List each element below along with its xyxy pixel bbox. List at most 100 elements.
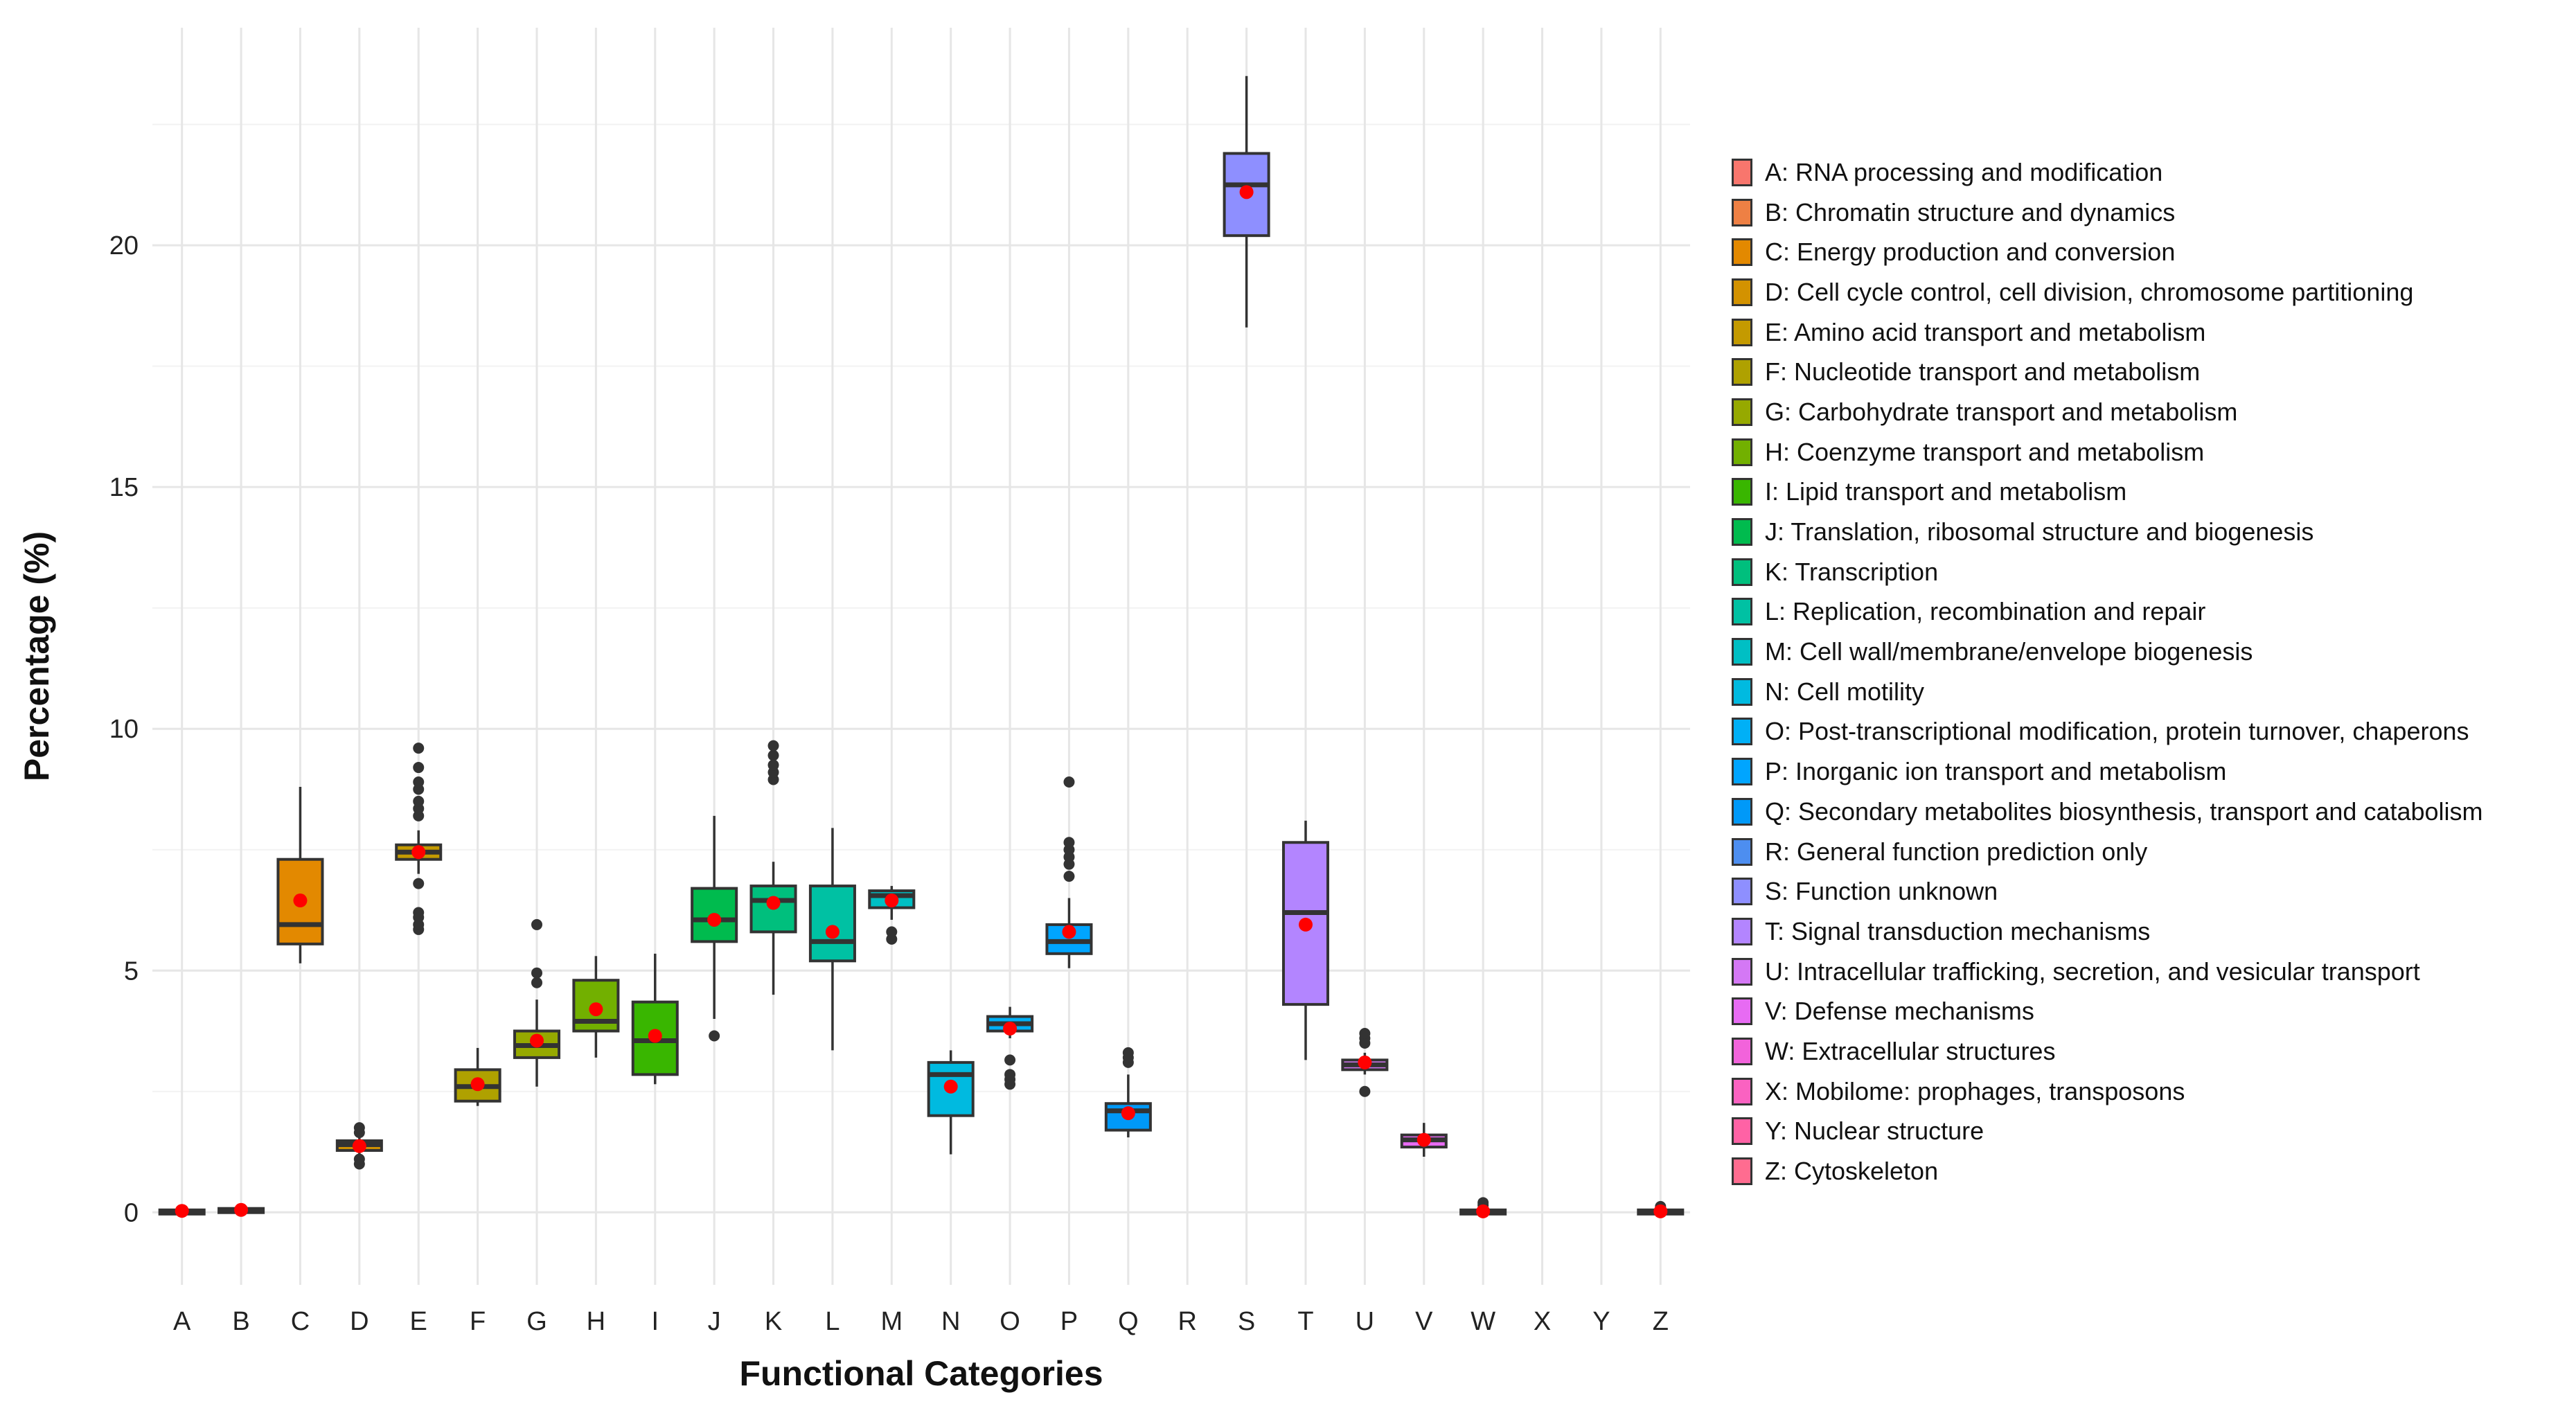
legend-item: T: Signal transduction mechanisms [1732, 912, 2483, 952]
outlier-point [767, 759, 779, 771]
mean-point [943, 1079, 958, 1094]
outlier-point [413, 795, 425, 807]
mean-point [530, 1033, 544, 1048]
legend-label: S: Function unknown [1765, 877, 1998, 906]
mean-point [1416, 1132, 1431, 1147]
outlier-point [413, 762, 425, 774]
legend-item: D: Cell cycle control, cell division, ch… [1732, 272, 2483, 312]
x-tick-label: A [173, 1307, 191, 1336]
x-tick-label: F [470, 1307, 486, 1336]
legend-label: Q: Secondary metabolites biosynthesis, t… [1765, 797, 2483, 826]
legend-item: V: Defense mechanisms [1732, 991, 2483, 1031]
x-tick-label: P [1060, 1307, 1078, 1336]
box-K [749, 740, 797, 995]
outlier-point [1122, 1047, 1134, 1058]
legend-key [1732, 878, 1752, 906]
legend-item: Q: Secondary metabolites biosynthesis, t… [1732, 792, 2483, 832]
y-axis-title: Percentage (%) [17, 531, 56, 781]
x-axis-title: Functional Categories [739, 1354, 1103, 1393]
legend-key [1732, 518, 1752, 546]
y-tick-label: 10 [109, 715, 139, 744]
mean-point [234, 1202, 249, 1217]
legend-item: M: Cell wall/membrane/envelope biogenesi… [1732, 632, 2483, 672]
legend-key [1732, 358, 1752, 386]
legend-item: G: Carbohydrate transport and metabolism [1732, 392, 2483, 432]
legend-key [1732, 478, 1752, 506]
legend-item: U: Intracellular trafficking, secretion,… [1732, 952, 2483, 992]
legend-key [1732, 278, 1752, 306]
legend-item: K: Transcription [1732, 552, 2483, 592]
legend-item: S: Function unknown [1732, 871, 2483, 912]
legend-item: A: RNA processing and modification [1732, 152, 2483, 193]
legend-key [1732, 1117, 1752, 1146]
box-Z [1637, 1200, 1685, 1218]
grid [152, 28, 1690, 1285]
mean-point [352, 1139, 366, 1153]
outlier-point [1063, 837, 1075, 848]
legend-item: Z: Cytoskeleton [1732, 1151, 2483, 1191]
mean-point [411, 845, 426, 860]
legend-label: U: Intracellular trafficking, secretion,… [1765, 957, 2420, 986]
x-tick-label: T [1297, 1307, 1313, 1336]
outlier-point [886, 926, 898, 938]
outlier-point [531, 977, 542, 988]
x-tick-label: S [1238, 1307, 1255, 1336]
legend-label: Z: Cytoskeleton [1765, 1157, 1939, 1186]
box-L [808, 828, 856, 1051]
box-S [1223, 75, 1270, 328]
box-N [927, 1050, 975, 1155]
legend-label: G: Carbohydrate transport and metabolism [1765, 397, 2238, 426]
outlier-point [531, 918, 542, 930]
outlier-point [1359, 1085, 1371, 1097]
legend-key [1732, 957, 1752, 986]
legend-label: Y: Nuclear structure [1765, 1117, 1984, 1146]
x-tick-label: G [526, 1307, 547, 1336]
box-M [868, 886, 916, 945]
legend-item: P: Inorganic ion transport and metabolis… [1732, 752, 2483, 792]
box-V [1400, 1123, 1448, 1157]
x-tick-label: J [708, 1307, 721, 1336]
legend-key [1732, 997, 1752, 1026]
box-G [513, 918, 561, 1087]
legend-item: J: Translation, ribosomal structure and … [1732, 512, 2483, 552]
x-tick-label: R [1178, 1307, 1197, 1336]
x-tick-label: Z [1653, 1307, 1669, 1336]
legend-label: W: Extracellular structures [1765, 1036, 2056, 1065]
mean-point [175, 1204, 189, 1218]
outlier-point [709, 1030, 720, 1042]
outlier-point [1063, 871, 1075, 882]
x-axis-ticks: A B C D E F G H I J K L M N O P Q R S T U V W X Y Z [173, 1307, 1669, 1336]
x-tick-label: V [1415, 1307, 1433, 1336]
legend-key [1732, 718, 1752, 746]
outlier-point [353, 1153, 365, 1165]
mean-point [1358, 1055, 1372, 1069]
outlier-point [1063, 776, 1075, 788]
x-tick-label: Q [1118, 1307, 1139, 1336]
y-tick-label: 0 [124, 1198, 139, 1227]
legend-label: M: Cell wall/membrane/envelope biogenesi… [1765, 637, 2253, 666]
x-tick-label: I [651, 1307, 659, 1336]
mean-point [1121, 1106, 1135, 1121]
y-tick-label: 20 [109, 231, 139, 260]
mean-point [1653, 1204, 1668, 1218]
mean-point [825, 925, 840, 939]
outlier-point [413, 907, 425, 918]
box-T [1281, 820, 1330, 1060]
y-tick-label: 15 [109, 473, 139, 502]
legend-label: A: RNA processing and modification [1765, 157, 2163, 186]
legend-label: I: Lipid transport and metabolism [1765, 477, 2127, 506]
x-tick-label: W [1471, 1307, 1495, 1336]
mean-point [470, 1077, 485, 1092]
legend-item: Y: Nuclear structure [1732, 1112, 2483, 1152]
legend-label: F: Nucleotide transport and metabolism [1765, 357, 2201, 386]
box-O [986, 1006, 1034, 1090]
legend-item: F: Nucleotide transport and metabolism [1732, 352, 2483, 392]
mean-point [1476, 1204, 1491, 1218]
box-F [454, 1047, 501, 1106]
legend-key [1732, 1157, 1752, 1186]
legend-item: C: Energy production and conversion [1732, 232, 2483, 272]
boxes [158, 75, 1685, 1218]
legend-label: R: General function prediction only [1765, 837, 2148, 866]
x-tick-label: Y [1592, 1307, 1610, 1336]
x-tick-label: E [410, 1307, 427, 1336]
